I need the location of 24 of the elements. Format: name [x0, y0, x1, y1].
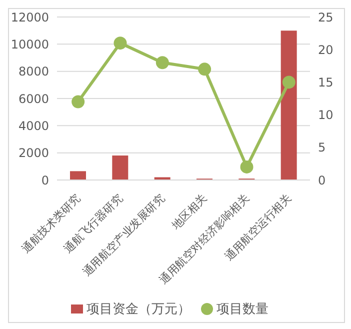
- point: [72, 95, 85, 108]
- legend-label: 项目资金（万元）: [86, 302, 190, 317]
- point: [114, 36, 127, 50]
- point: [240, 160, 254, 174]
- y2-tick-label: 15: [318, 75, 334, 90]
- y-tick-label: 8000: [18, 64, 49, 79]
- y2-tick-label: 10: [318, 108, 334, 122]
- point: [282, 76, 296, 89]
- y-tick-label: 10000: [10, 37, 49, 52]
- y2-tick-label: 5: [318, 140, 326, 155]
- legend-label: 项目数量: [216, 302, 268, 317]
- point: [198, 62, 212, 76]
- point: [156, 56, 169, 70]
- bar: [112, 156, 128, 180]
- y-tick-label: 4000: [18, 118, 49, 133]
- y-tick-label: 12000: [10, 10, 49, 24]
- y2-tick-label: 25: [318, 10, 334, 24]
- y-tick-label: 2000: [18, 146, 49, 160]
- y-tick-label: 6000: [18, 92, 49, 106]
- y2-tick-label: 0: [318, 173, 326, 188]
- y-tick-label: 0: [41, 173, 49, 188]
- bar: [70, 171, 86, 180]
- bar: [280, 30, 297, 180]
- y2-tick-label: 20: [318, 42, 334, 57]
